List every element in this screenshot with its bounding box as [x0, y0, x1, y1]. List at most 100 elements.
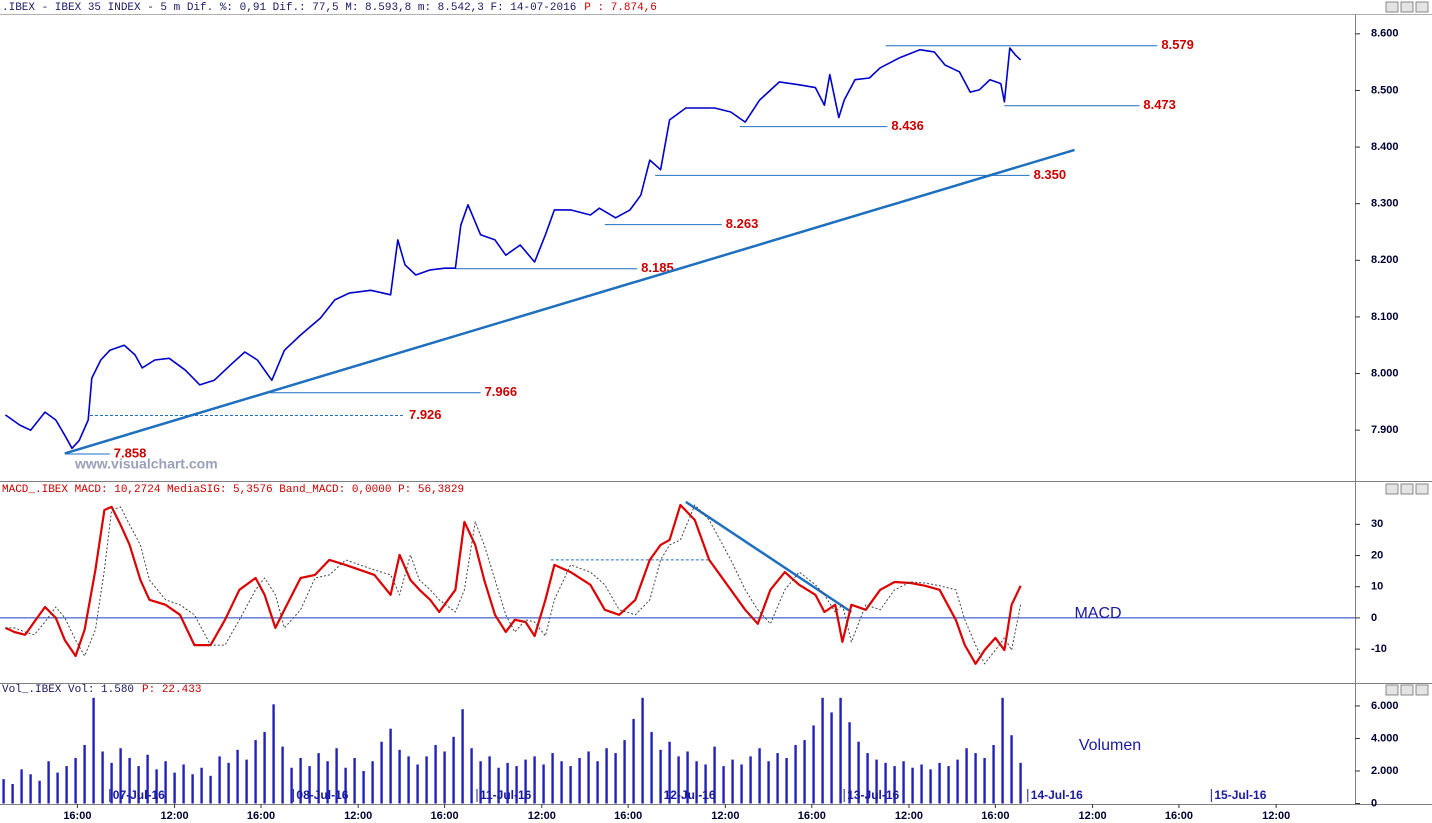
x-tick-label: 12:00 [528, 810, 556, 822]
volume-bar [749, 756, 752, 804]
date-label: 13-Jul-16 [847, 788, 899, 802]
button-close[interactable] [1415, 1, 1429, 13]
volume-bar [794, 744, 797, 804]
x-tick-label: 12:00 [1078, 810, 1106, 822]
volume-bar [74, 757, 77, 804]
volume-bar [803, 740, 806, 804]
volume-bar [1019, 762, 1022, 804]
volume-bar [254, 740, 257, 804]
y-tick-label: 8.200 [1371, 254, 1399, 266]
volume-bar [623, 740, 626, 804]
volume-bar [137, 766, 140, 804]
volume-bar [20, 769, 23, 804]
volume-bar [335, 748, 338, 804]
level-label: 7.858 [114, 445, 147, 460]
volume-bar [155, 769, 158, 804]
series-line [4, 503, 1022, 665]
volume-bar [497, 767, 500, 804]
panel-label: MACD [1074, 605, 1121, 622]
date-label: 14-Jul-16 [1031, 788, 1083, 802]
volume-bar [65, 766, 68, 804]
volume-bar [353, 757, 356, 804]
volume-bar [641, 697, 644, 804]
x-tick-label: 12:00 [344, 810, 372, 822]
volume-bar [470, 748, 473, 804]
volume-bar [173, 772, 176, 804]
volume-bar [560, 761, 563, 804]
button-restore[interactable] [1400, 684, 1414, 696]
volume-bar [920, 764, 923, 804]
x-tick-label: 16:00 [981, 810, 1009, 822]
volume-bar [308, 766, 311, 804]
y-tick-label: 6.000 [1371, 700, 1399, 712]
volume-bar [2, 779, 5, 804]
level-label: 8.473 [1143, 97, 1176, 112]
volume-bar [506, 762, 509, 804]
volume-bar [848, 722, 851, 804]
volume-bar [299, 757, 302, 804]
volume-bar [380, 741, 383, 804]
date-label: 07-Jul-16 [113, 788, 165, 802]
volume-bar [866, 753, 869, 804]
button-up[interactable] [1385, 684, 1399, 696]
y-tick-label: 7.900 [1371, 424, 1399, 436]
volume-bar [290, 767, 293, 804]
volume-bar [938, 762, 941, 804]
volume-bar [452, 736, 455, 804]
volume-bar [389, 728, 392, 804]
volume-bar [362, 770, 365, 804]
y-tick-label: 8.500 [1371, 84, 1399, 96]
volume-bar [902, 761, 905, 804]
volume-bar [740, 764, 743, 804]
volume-bar [245, 759, 248, 804]
volume-bar [191, 774, 194, 804]
button-restore[interactable] [1400, 483, 1414, 495]
button-up[interactable] [1385, 1, 1399, 13]
watermark: www.visualchart.com [74, 456, 218, 472]
volume-bar [668, 741, 671, 804]
volume-bar [722, 766, 725, 804]
y-tick-label: -10 [1371, 643, 1387, 655]
x-tick-label: 16:00 [614, 810, 642, 822]
y-tick-label: 4.000 [1371, 732, 1399, 744]
button-close[interactable] [1415, 483, 1429, 495]
volume-bar [119, 748, 122, 804]
volume-bar [317, 753, 320, 804]
x-tick-label: 12:00 [1262, 810, 1290, 822]
y-tick-label: 8.300 [1371, 198, 1399, 210]
volume-bar [659, 749, 662, 804]
panel: MACD_.IBEX MACD: 10,2724 MediaSIG: 5,357… [0, 484, 1387, 665]
volume-bar [839, 697, 842, 804]
button-up[interactable] [1385, 483, 1399, 495]
volume-bar [434, 744, 437, 804]
volume-bar [875, 759, 878, 804]
volume-bar [1010, 735, 1013, 804]
volume-bar [263, 731, 266, 804]
volume-bar [443, 751, 446, 804]
volume-bar [209, 775, 212, 804]
x-tick-label: 16:00 [247, 810, 275, 822]
y-tick-label: 20 [1371, 549, 1383, 561]
panel: Vol_.IBEX Vol: 1.580 P: 22.433 0 2.000 4.000… [2, 684, 1399, 822]
x-tick-label: 16:00 [63, 810, 91, 822]
panel-header: Vol_.IBEX Vol: 1.580 [2, 684, 134, 696]
volume-bar [182, 764, 185, 804]
volume-bar [695, 761, 698, 804]
volume-bar [767, 761, 770, 804]
volume-bar [344, 767, 347, 804]
volume-bar [488, 756, 491, 804]
volume-bar [596, 761, 599, 804]
volume-bar [92, 697, 95, 804]
volume-bar [632, 718, 635, 804]
volume-bar [281, 746, 284, 804]
volume-bar [11, 783, 14, 804]
button-close[interactable] [1415, 684, 1429, 696]
button-restore[interactable] [1400, 1, 1414, 13]
level-label: 8.350 [1034, 167, 1067, 182]
volume-bar [110, 762, 113, 804]
volume-bar [524, 759, 527, 804]
volume-bar [416, 764, 419, 804]
y-tick-label: 8.400 [1371, 141, 1399, 153]
volume-bar [398, 749, 401, 804]
